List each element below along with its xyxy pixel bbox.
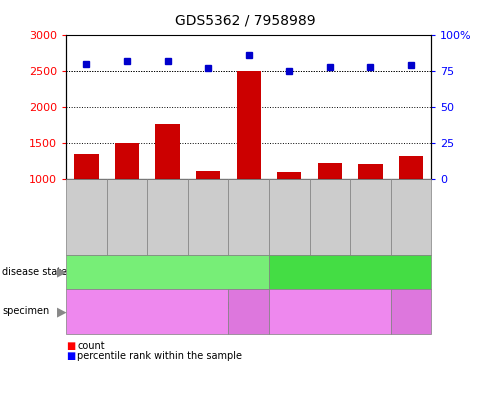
Bar xyxy=(358,164,383,179)
Text: GSM1281637: GSM1281637 xyxy=(122,192,131,242)
Text: GSM1281640: GSM1281640 xyxy=(366,192,375,242)
Bar xyxy=(155,123,180,179)
Text: ■: ■ xyxy=(66,351,75,361)
Text: disease state: disease state xyxy=(2,267,68,277)
Bar xyxy=(318,163,342,179)
Bar xyxy=(115,143,139,179)
Text: fresh-frozen: fresh-frozen xyxy=(124,307,171,316)
Text: GSM1281639: GSM1281639 xyxy=(325,192,334,242)
Text: GSM1281638: GSM1281638 xyxy=(285,192,294,242)
Text: fresh-frozen contralateral
lobe: fresh-frozen contralateral lobe xyxy=(281,302,379,321)
Text: GDS5362 / 7958989: GDS5362 / 7958989 xyxy=(175,14,315,28)
Text: normal: normal xyxy=(333,267,367,277)
Text: GSM1281644: GSM1281644 xyxy=(406,192,416,242)
Bar xyxy=(277,173,301,179)
Text: GSM1281636: GSM1281636 xyxy=(82,192,91,242)
Text: commer
cial RNA
pool: commer cial RNA pool xyxy=(395,297,427,326)
Text: specimen: specimen xyxy=(2,307,49,316)
Text: GSM1281643: GSM1281643 xyxy=(244,192,253,242)
Text: GSM1281642: GSM1281642 xyxy=(204,192,213,242)
Text: GSM1281641: GSM1281641 xyxy=(163,192,172,242)
Bar xyxy=(399,156,423,179)
Text: ▶: ▶ xyxy=(57,266,67,279)
Text: count: count xyxy=(77,341,105,351)
Text: fine-needle
aspiration: fine-needle aspiration xyxy=(227,302,270,321)
Bar xyxy=(237,71,261,179)
Text: anaplastic thyroid carcinomas: anaplastic thyroid carcinomas xyxy=(94,267,241,277)
Bar xyxy=(74,154,98,179)
Bar xyxy=(196,171,220,179)
Text: percentile rank within the sample: percentile rank within the sample xyxy=(77,351,243,361)
Text: ■: ■ xyxy=(66,341,75,351)
Text: ▶: ▶ xyxy=(57,305,67,318)
